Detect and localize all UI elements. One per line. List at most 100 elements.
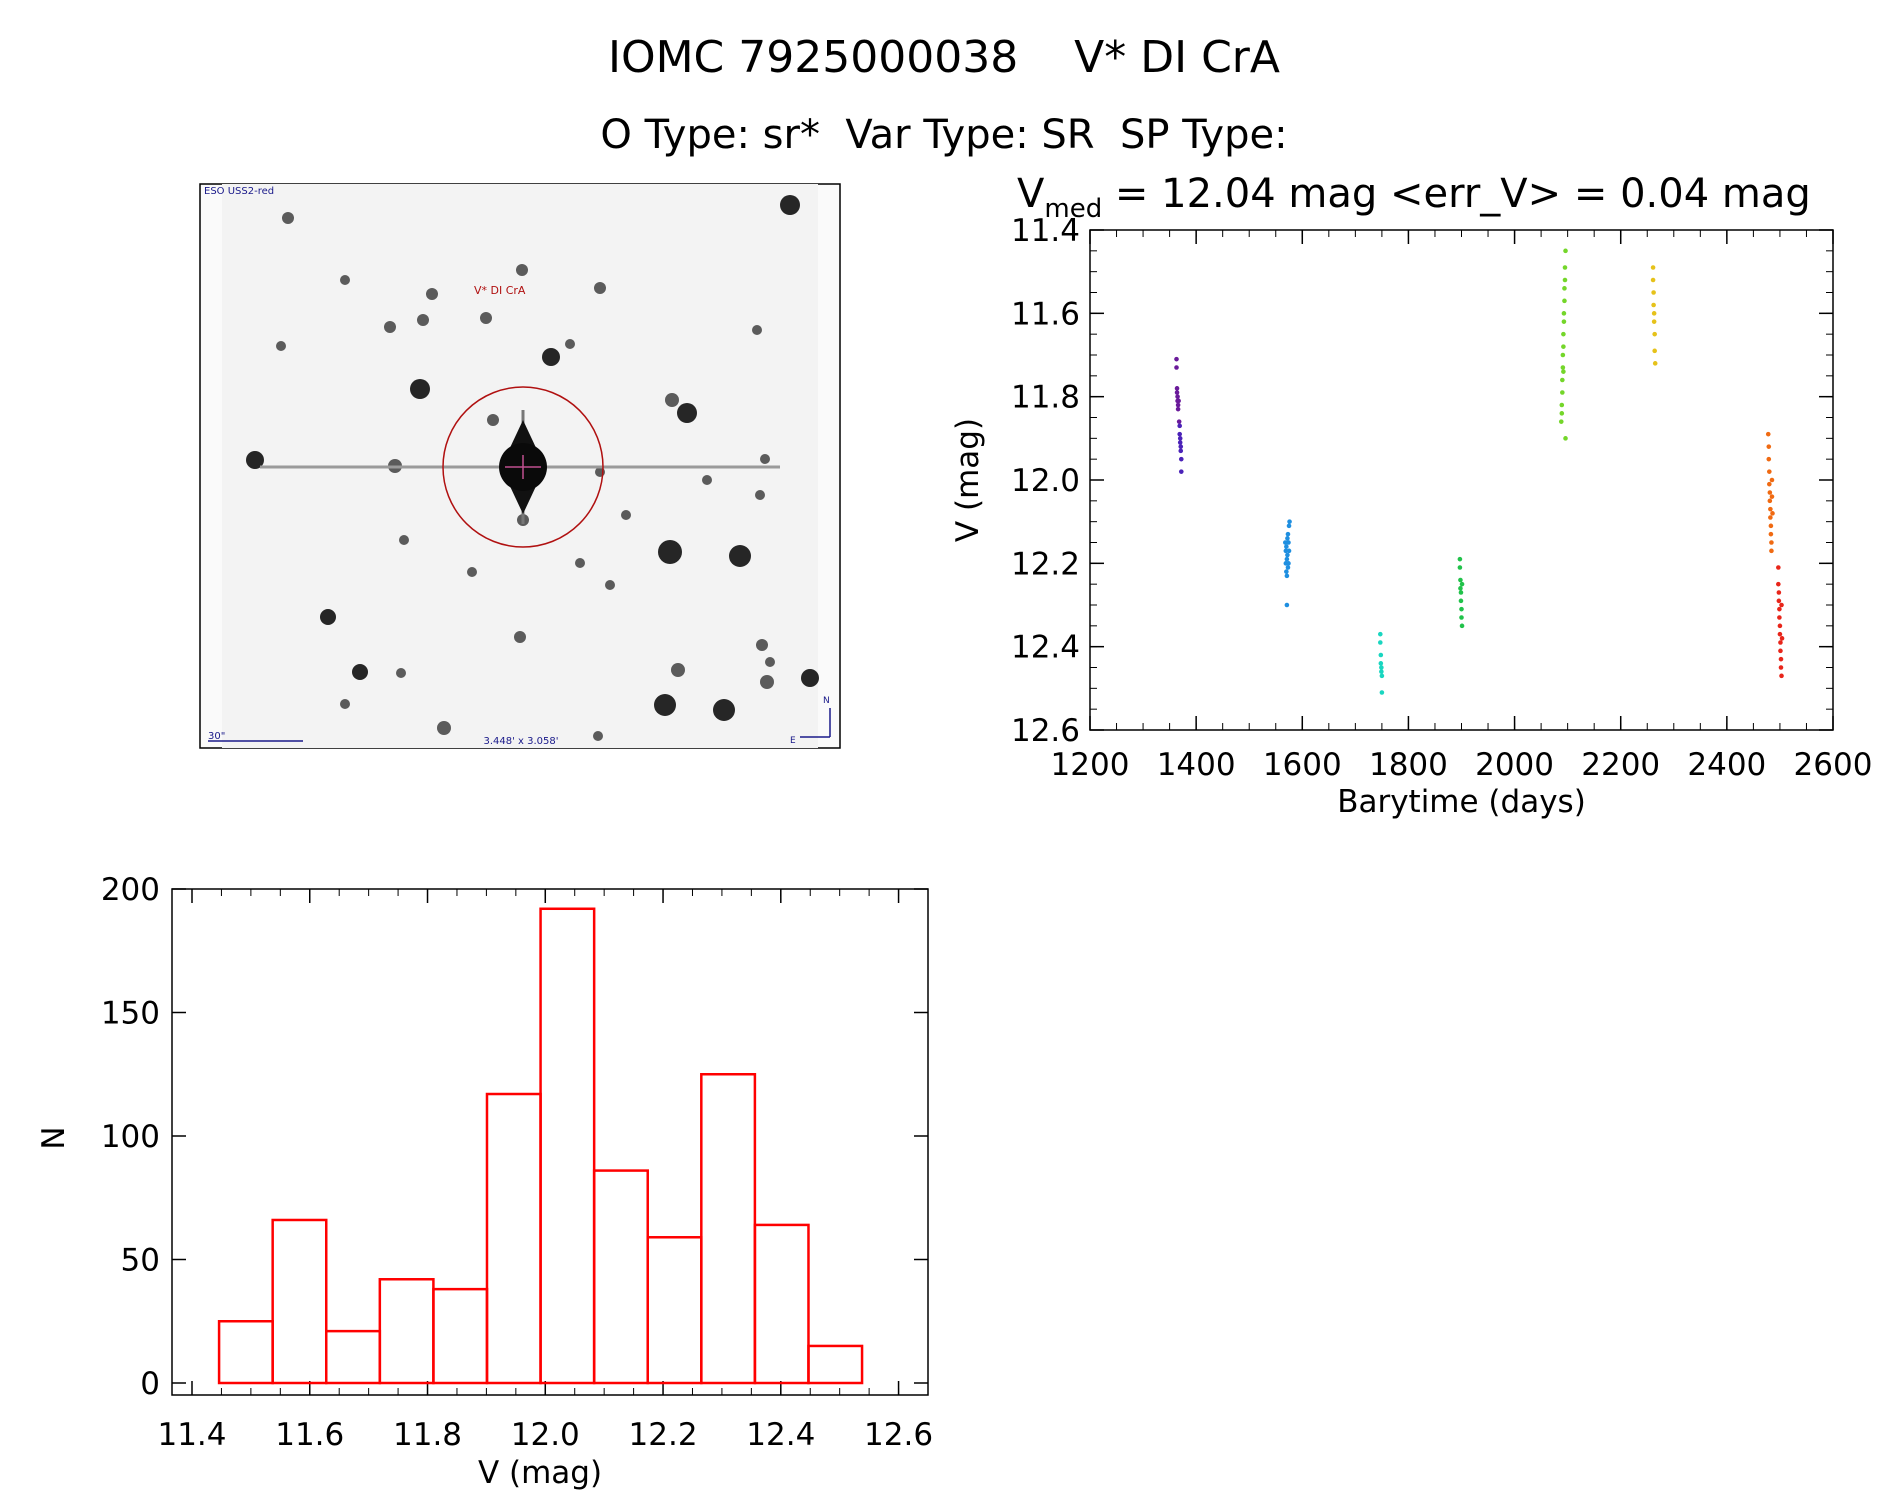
lightcurve-point [1563,248,1568,254]
lightcurve-point [1458,590,1464,595]
lightcurve-xtick-label: 1200 [1051,747,1130,783]
lightcurve-point [1285,531,1291,537]
finder-star [426,288,438,300]
lightcurve-point [1765,431,1771,437]
lightcurve-point [1459,581,1465,587]
lightcurve-stat-rest: = 12.04 mag <err_V> = 0.04 mag [1102,171,1811,217]
lightcurve-point [1561,319,1567,324]
lightcurve-point [1176,419,1182,424]
histogram-xlabel: V (mag) [478,1455,602,1491]
histogram-bar [646,1236,703,1385]
lightcurve-point [1458,577,1463,583]
lightcurve-ytick-label: 11.4 [1011,213,1080,249]
finder-star [246,451,264,469]
histogram-xtick-label: 11.8 [393,1417,462,1453]
lightcurve-point [1779,673,1784,679]
lightcurve-point [1378,652,1384,658]
lightcurve-point [1652,331,1657,337]
lightcurve-point [1283,548,1289,554]
finder-star [437,721,451,735]
lightcurve-point [1561,331,1566,337]
lightcurve-point [1779,636,1785,641]
lightcurve-ytick-label: 11.6 [1011,296,1080,332]
lightcurve-ytick-label: 12.4 [1011,630,1080,666]
lightcurve-point [1177,440,1183,445]
histogram-xtick-label: 12.6 [864,1417,933,1453]
lightcurve-ytick-label: 12.0 [1011,463,1080,499]
lightcurve-point [1178,456,1184,462]
histogram-ylabel: N [36,1126,72,1149]
lightcurve-point [1776,590,1782,595]
lightcurve-xtick-label: 1600 [1263,747,1342,783]
lightcurve-point [1778,665,1784,670]
lightcurve-point [1769,548,1774,554]
finder-star [594,282,606,294]
lightcurve-point [1285,552,1290,558]
lightcurve-point [1560,390,1565,395]
finder-star [677,403,697,423]
lightcurve-point [1284,602,1290,608]
finder-star [760,454,770,464]
lightcurve-point [1175,406,1181,412]
lightcurve-point [1379,673,1385,679]
lightcurve-point [1178,444,1184,449]
lightcurve-point [1651,302,1656,308]
lightcurve-xtick-label: 2600 [1794,747,1873,783]
finder-star [658,540,682,564]
lightcurve-ylabel: V (mag) [950,418,986,542]
lightcurve-point [1777,623,1783,629]
histogram-bar [539,907,596,1385]
lightcurve-point [1768,515,1773,520]
lightcurve-point [1768,523,1774,529]
lightcurve-xtick-label: 1800 [1369,747,1448,783]
finder-star [352,664,368,680]
finder-star [755,490,765,500]
lightcurve-point [1561,344,1566,349]
finder-star [565,339,575,349]
lightcurve-point [1174,386,1180,391]
lightcurve-point [1776,598,1782,604]
lightcurve-point [1283,540,1288,545]
histogram-plot: 11.4 11.6 11.8 12.0 12.2 12.4 12.6 0 50 100 150 200… [36,872,933,1491]
lightcurve-point [1559,411,1565,416]
finder-star [480,312,492,324]
histogram-bar [807,1344,864,1385]
lightcurve-point [1175,402,1181,408]
finder-star [467,567,477,577]
finder-star [384,321,396,333]
lightcurve-xtick-label: 2200 [1581,747,1660,783]
lightcurve-point [1176,398,1181,404]
lightcurve-point [1652,348,1657,354]
lightcurve-point [1776,581,1781,587]
finder-star [417,314,429,326]
lightcurve-point [1652,361,1658,366]
lightcurve-point [1177,423,1182,429]
lightcurve-point [1776,565,1781,570]
lightcurve-point [1767,498,1773,504]
lightcurve-point [1562,265,1568,270]
finder-star [487,414,499,426]
lightcurve-point [1286,540,1291,545]
lightcurve-point [1174,365,1179,370]
histogram-ytick-label: 0 [140,1366,160,1402]
lightcurve-point [1177,431,1182,437]
finder-star [340,699,350,709]
lightcurve-point [1770,511,1775,516]
compass-east-label: E [790,736,796,746]
lightcurve-point [1562,286,1567,291]
lightcurve-point [1286,523,1292,529]
finder-star-field [246,195,819,741]
lightcurve-point [1767,490,1773,495]
finder-scale-label: 30" [208,731,225,742]
lightcurve-xlabel: Barytime (days) [1337,784,1586,820]
finder-star [765,657,775,667]
lightcurve-ytick-label: 12.2 [1011,546,1080,582]
lightcurve-point [1285,536,1290,541]
lightcurve-point [1284,569,1289,574]
finder-star [340,275,350,285]
lightcurve-point [1562,298,1567,304]
finder-star [702,475,712,485]
finder-star [320,609,336,625]
lightcurve-point [1458,598,1464,604]
